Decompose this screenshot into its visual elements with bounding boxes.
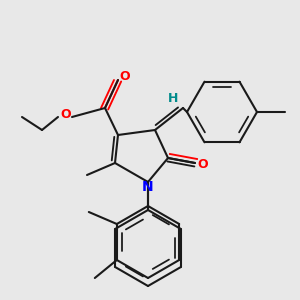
Text: O: O [61, 109, 71, 122]
Text: H: H [168, 92, 178, 104]
Text: O: O [198, 158, 208, 172]
Text: O: O [120, 70, 130, 83]
Text: N: N [142, 180, 154, 194]
